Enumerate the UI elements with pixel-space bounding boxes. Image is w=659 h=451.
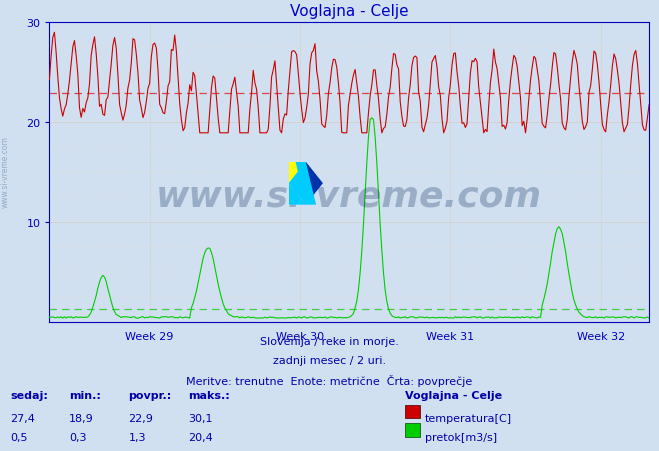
- Text: Voglajna - Celje: Voglajna - Celje: [405, 390, 502, 400]
- Polygon shape: [289, 184, 306, 205]
- Text: www.si-vreme.com: www.si-vreme.com: [1, 135, 10, 207]
- Text: 30,1: 30,1: [188, 414, 212, 423]
- Text: 27,4: 27,4: [10, 414, 35, 423]
- Polygon shape: [295, 162, 316, 205]
- Text: 20,4: 20,4: [188, 432, 213, 442]
- Text: min.:: min.:: [69, 390, 101, 400]
- Text: pretok[m3/s]: pretok[m3/s]: [425, 432, 497, 442]
- Text: Meritve: trenutne  Enote: metrične  Črta: povprečje: Meritve: trenutne Enote: metrične Črta: …: [186, 374, 473, 386]
- Text: 0,3: 0,3: [69, 432, 87, 442]
- Text: povpr.:: povpr.:: [129, 390, 172, 400]
- Text: sedaj:: sedaj:: [10, 390, 47, 400]
- Polygon shape: [289, 162, 306, 205]
- Text: www.si-vreme.com: www.si-vreme.com: [156, 179, 542, 213]
- Text: temperatura[C]: temperatura[C]: [425, 414, 512, 423]
- Polygon shape: [289, 162, 306, 184]
- Title: Voglajna - Celje: Voglajna - Celje: [290, 4, 409, 18]
- Text: 0,5: 0,5: [10, 432, 28, 442]
- Text: zadnji mesec / 2 uri.: zadnji mesec / 2 uri.: [273, 355, 386, 365]
- Text: 18,9: 18,9: [69, 414, 94, 423]
- Text: 1,3: 1,3: [129, 432, 146, 442]
- Polygon shape: [306, 162, 323, 205]
- Text: maks.:: maks.:: [188, 390, 229, 400]
- Text: Slovenija / reke in morje.: Slovenija / reke in morje.: [260, 336, 399, 346]
- Text: 22,9: 22,9: [129, 414, 154, 423]
